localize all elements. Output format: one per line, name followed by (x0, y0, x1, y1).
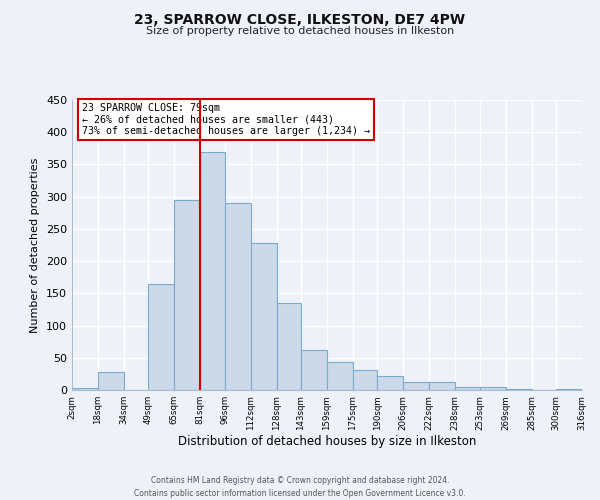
Bar (353, 370, 377, 390)
Bar (377, 376, 403, 390)
X-axis label: Distribution of detached houses by size in Ilkeston: Distribution of detached houses by size … (178, 436, 476, 448)
Text: Size of property relative to detached houses in Ilkeston: Size of property relative to detached ho… (146, 26, 454, 36)
Bar (72, 388, 98, 390)
Bar (327, 362, 353, 390)
Bar (479, 388, 506, 390)
Bar (224, 203, 251, 390)
Bar (455, 387, 479, 390)
Bar (556, 388, 582, 390)
Text: Contains HM Land Registry data © Crown copyright and database right 2024.: Contains HM Land Registry data © Crown c… (151, 476, 449, 485)
Y-axis label: Number of detached properties: Number of detached properties (31, 158, 40, 332)
Bar (251, 243, 277, 390)
Text: 23 SPARROW CLOSE: 79sqm
← 26% of detached houses are smaller (443)
73% of semi-d: 23 SPARROW CLOSE: 79sqm ← 26% of detache… (82, 103, 370, 136)
Text: Contains public sector information licensed under the Open Government Licence v3: Contains public sector information licen… (134, 489, 466, 498)
Bar (403, 382, 430, 390)
Bar (200, 152, 224, 390)
Bar (98, 372, 124, 390)
Bar (277, 303, 301, 390)
Text: 23, SPARROW CLOSE, ILKESTON, DE7 4PW: 23, SPARROW CLOSE, ILKESTON, DE7 4PW (134, 12, 466, 26)
Bar (301, 350, 327, 390)
Bar (148, 284, 175, 390)
Bar (430, 382, 455, 390)
Bar (175, 200, 200, 390)
